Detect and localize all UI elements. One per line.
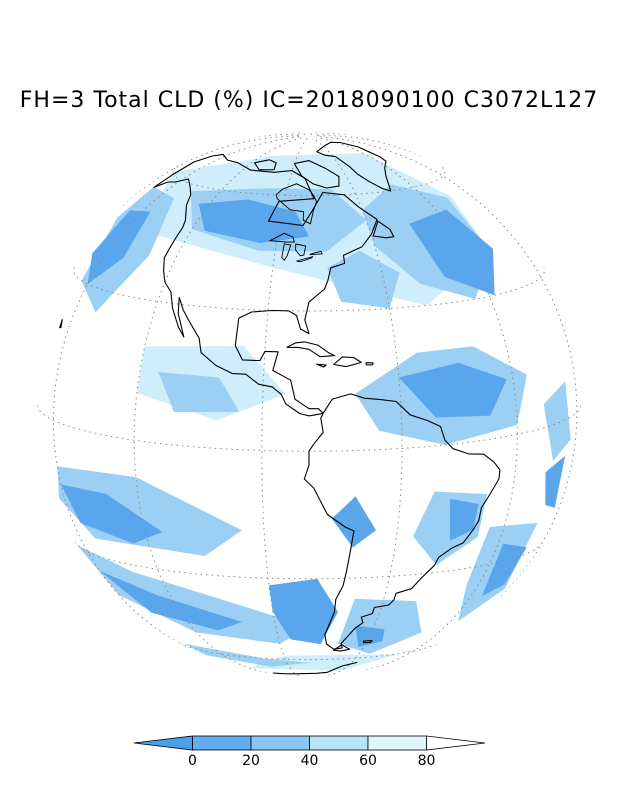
coastline-lake-ontario xyxy=(309,250,323,256)
cloud-patch-light xyxy=(158,372,240,412)
colorbar-bin xyxy=(309,735,369,751)
coastlines xyxy=(59,141,501,675)
cloud-patch-dense xyxy=(450,498,479,541)
colorbar-bin xyxy=(250,735,310,751)
latitude-line xyxy=(72,267,546,312)
coastline-jamaica xyxy=(316,363,327,368)
colorbar-bins xyxy=(133,735,486,751)
coastline-lake-huron xyxy=(295,243,307,257)
coastline-cuba xyxy=(286,341,336,358)
longitude-line xyxy=(317,135,422,157)
chart-title: FH=3 Total CLD (%) IC=2018090100 C3072L1… xyxy=(19,88,599,113)
cloud-patch-dense xyxy=(198,199,309,243)
cloud-patch-dense xyxy=(355,625,385,648)
cloud-patch-dense xyxy=(268,578,338,645)
coastline-lake-erie xyxy=(296,255,314,263)
cloud-patch-dense xyxy=(545,455,566,508)
colorbar-tick-label: 60 xyxy=(359,753,377,769)
cloud-patch-dense xyxy=(61,484,163,544)
coastline-hawaii xyxy=(59,319,63,329)
cloud-patch-dense xyxy=(87,210,151,285)
coastline-lake-superior xyxy=(268,232,295,243)
coastline-south-america xyxy=(303,393,501,650)
cloud-patch-light xyxy=(57,466,242,556)
cloud-patch-light xyxy=(184,643,309,667)
latitude-line xyxy=(172,165,446,197)
graticule xyxy=(37,132,581,676)
longitude-line xyxy=(311,137,403,676)
cloud-patch-light xyxy=(543,381,571,461)
colorbar-labels: 0 20 40 60 80 xyxy=(188,753,435,769)
coastline-victoria-island xyxy=(253,159,277,171)
longitude-line xyxy=(310,132,318,136)
cloud-patch-dense xyxy=(331,496,376,548)
cloud-patch-light xyxy=(327,250,400,309)
longitude-line xyxy=(292,132,306,136)
coastline-greenland xyxy=(316,141,392,192)
coastline-baffin-island xyxy=(293,160,340,189)
longitude-line xyxy=(316,136,518,671)
colorbar-tick-label: 0 xyxy=(188,753,197,769)
coastline-hispaniola xyxy=(333,356,362,368)
coastline-newfoundland xyxy=(372,220,395,239)
colorbar-bin xyxy=(192,735,252,751)
latitude-line xyxy=(37,403,581,452)
colorbar-overflow-triangle xyxy=(426,735,486,751)
longitude-line xyxy=(52,136,301,649)
cloud-patch-dense xyxy=(481,543,527,597)
coastline-puerto-rico xyxy=(365,362,374,366)
cloud-patch-dense xyxy=(99,570,243,631)
coastline-tierra-del-fuego xyxy=(332,644,351,652)
cloud-patch-dense xyxy=(409,209,495,296)
coastline-falklands xyxy=(362,640,373,644)
colorbar-underflow-triangle xyxy=(133,735,193,751)
colorbar-bin xyxy=(367,735,427,751)
coastline-north-america xyxy=(153,153,378,417)
cloud-patch-light xyxy=(77,545,309,644)
longitude-line xyxy=(133,137,304,674)
coastline-lake-michigan xyxy=(281,243,292,262)
coastline-antarctic-peninsula xyxy=(272,661,358,675)
cloud-patch-dense xyxy=(398,362,507,418)
colorbar-tick-label: 40 xyxy=(301,753,319,769)
colorbar-tick-label: 80 xyxy=(418,753,436,769)
coastline-hudson-bay-inner xyxy=(275,183,317,225)
colorbar-tick-label: 20 xyxy=(242,753,260,769)
